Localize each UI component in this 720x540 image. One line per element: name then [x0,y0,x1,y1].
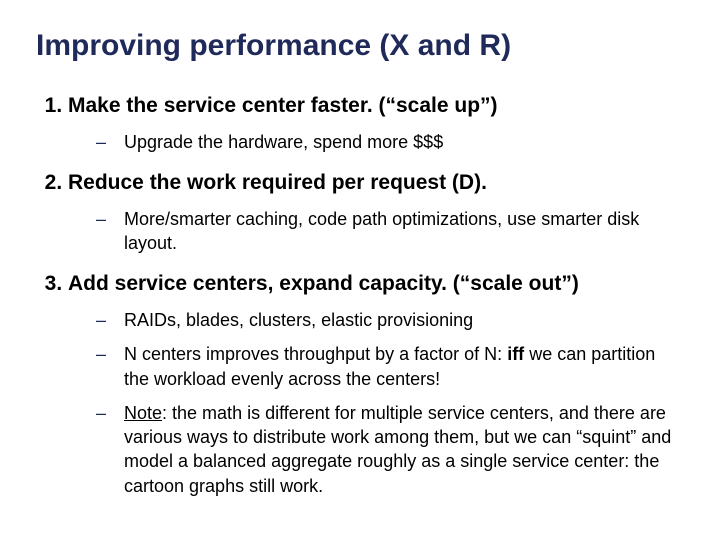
list-item: Make the service center faster. (“scale … [68,92,684,155]
item-heading: Make the service center faster. (“scale … [68,94,498,117]
list-item: Reduce the work required per request (D)… [68,169,684,256]
sub-item: RAIDs, blades, clusters, elastic provisi… [96,308,684,332]
sub-item: Note: the math is different for multiple… [96,401,684,498]
slide: Improving performance (X and R) Make the… [0,0,720,540]
numbered-list: Make the service center faster. (“scale … [36,92,684,498]
sub-list: RAIDs, blades, clusters, elastic provisi… [68,308,684,498]
sub-item: Upgrade the hardware, spend more $$$ [96,130,684,154]
item-heading: Reduce the work required per request (D)… [68,171,487,194]
slide-title: Improving performance (X and R) [36,28,684,64]
sub-item: More/smarter caching, code path optimiza… [96,207,684,256]
list-item: Add service centers, expand capacity. (“… [68,270,684,498]
item-heading: Add service centers, expand capacity. (“… [68,272,579,295]
sub-list: More/smarter caching, code path optimiza… [68,207,684,256]
sub-item: N centers improves throughput by a facto… [96,342,684,391]
sub-list: Upgrade the hardware, spend more $$$ [68,130,684,154]
